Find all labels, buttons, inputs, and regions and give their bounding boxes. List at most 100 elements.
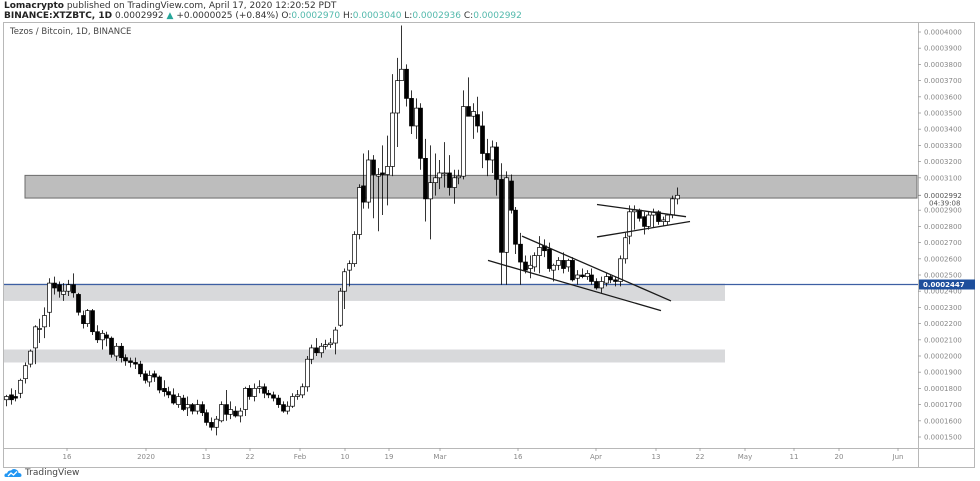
candle <box>333 326 338 355</box>
candle-body <box>385 166 390 175</box>
candle-body <box>608 276 613 281</box>
candle-body <box>442 172 447 175</box>
candle <box>352 231 357 267</box>
time-tick-label: 13 <box>202 453 211 461</box>
candle-body <box>399 68 404 81</box>
price-tick-label: 0.0002300 <box>924 304 962 312</box>
candle-body <box>361 185 366 203</box>
candle-body <box>594 281 599 289</box>
candle <box>42 307 47 339</box>
candle <box>133 357 138 369</box>
candle-body <box>485 153 490 161</box>
candle-body <box>328 342 333 346</box>
candle <box>123 354 128 366</box>
candle-body <box>428 182 433 200</box>
candle-body <box>81 315 86 324</box>
brand-name: TradingView <box>25 468 80 478</box>
candle-body <box>128 360 133 363</box>
candle <box>570 257 575 282</box>
candle-body <box>357 187 362 235</box>
candle-body <box>589 274 594 282</box>
candle <box>252 383 257 402</box>
candle <box>100 330 105 350</box>
candle-body <box>646 214 651 227</box>
candle-body <box>13 396 18 399</box>
candle-body <box>195 404 200 412</box>
price-tick-label: 0.0001700 <box>924 401 962 409</box>
candle <box>190 402 195 415</box>
candle-body <box>166 391 171 396</box>
candle-body <box>138 363 143 375</box>
candle-body <box>157 376 162 391</box>
candle-body <box>133 362 138 365</box>
candle-body <box>85 310 90 324</box>
price-tick-label: 0.0001600 <box>924 417 962 425</box>
author-name[interactable]: Lomacrypto <box>4 1 64 11</box>
candle <box>376 168 381 232</box>
candle-body <box>566 260 571 268</box>
candle-body <box>143 373 148 381</box>
candle <box>104 331 109 347</box>
candle <box>209 417 214 431</box>
candle <box>85 309 90 327</box>
candle-body <box>423 158 428 200</box>
candles-layer <box>4 25 680 436</box>
time-tick-label: 22 <box>246 453 255 461</box>
hline-price-tag <box>919 279 975 290</box>
candle-body <box>404 68 409 99</box>
price-tick-label: 0.0003600 <box>924 93 962 101</box>
candle <box>4 394 9 407</box>
candle-body <box>9 394 14 401</box>
candle <box>95 325 100 344</box>
candle <box>490 140 495 173</box>
candle-body <box>513 209 518 245</box>
candle-body <box>266 392 271 396</box>
candle-body <box>314 347 319 354</box>
time-tick-label: Jun <box>892 453 904 461</box>
candle <box>157 375 162 394</box>
candle-body <box>528 264 533 269</box>
candle <box>13 390 18 402</box>
candle-body <box>599 281 604 289</box>
candle <box>162 380 167 397</box>
candle-body <box>176 396 181 405</box>
falling-wedge-lower <box>487 259 662 312</box>
time-tick-label: 19 <box>385 453 394 461</box>
candle <box>594 278 599 290</box>
candle <box>262 383 267 399</box>
candle-body <box>233 410 238 417</box>
candle <box>276 394 281 408</box>
candle-body <box>490 146 495 161</box>
ohlc-close: C:0.0002992 <box>463 11 522 21</box>
candle <box>143 370 148 384</box>
candle <box>499 163 504 285</box>
candle <box>243 386 248 416</box>
candle-body <box>66 284 71 292</box>
falling-wedge-upper <box>521 235 672 302</box>
ohlc-high: H:0.0003040 <box>342 11 402 21</box>
trendlines-layer <box>487 203 691 312</box>
candle <box>128 357 133 368</box>
candle <box>266 390 271 399</box>
tradingview-logo-icon <box>4 468 22 477</box>
candle-body <box>95 331 100 341</box>
price-tick-label: 0.0001800 <box>924 385 962 393</box>
candle <box>219 401 224 423</box>
candle <box>185 396 190 416</box>
candle-body <box>290 396 295 407</box>
candle-body <box>71 284 76 294</box>
candle-body <box>547 248 552 269</box>
candle-body <box>585 273 590 277</box>
candle <box>28 349 33 368</box>
symbol-label: BINANCE:XTZBTC, 1D <box>4 11 113 21</box>
candle-body <box>190 404 195 412</box>
candle-body <box>409 98 414 127</box>
candle-body <box>52 282 57 289</box>
chart-legend-title[interactable]: Tezos / Bitcoin, 1D, BINANCE <box>10 27 132 37</box>
candle <box>71 273 76 298</box>
footer-brand[interactable]: TradingView <box>4 467 79 479</box>
time-tick-label: 22 <box>696 453 705 461</box>
candle-body <box>162 388 167 392</box>
candle <box>532 252 537 272</box>
